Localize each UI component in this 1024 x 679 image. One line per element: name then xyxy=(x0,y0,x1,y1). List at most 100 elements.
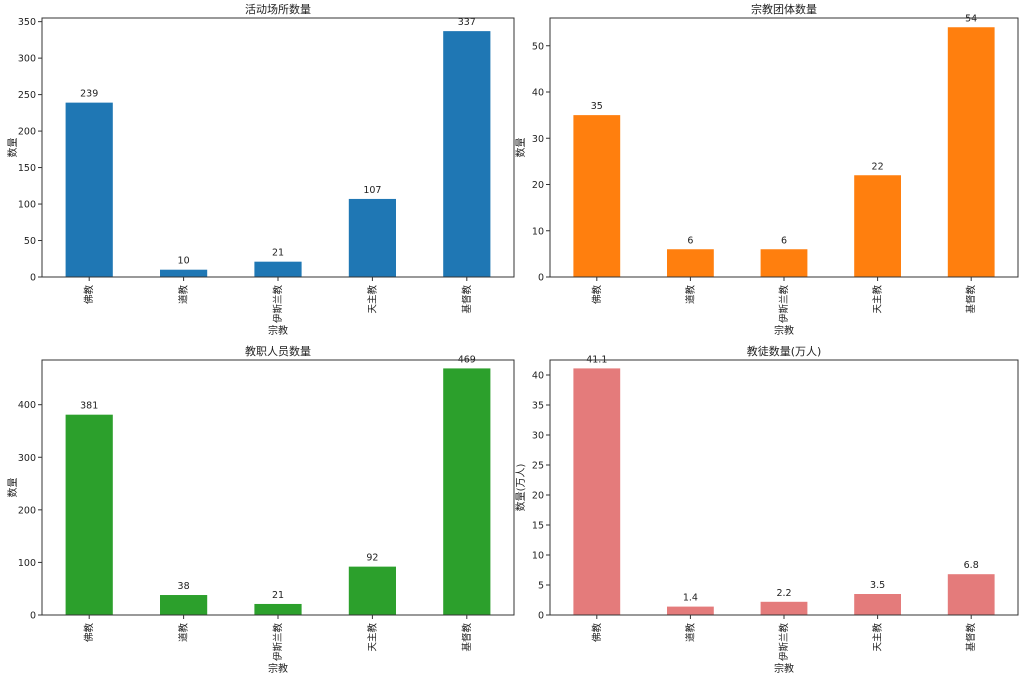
bar-4 xyxy=(854,175,901,277)
x-tick-label: 天主教 xyxy=(366,623,378,652)
chart-title: 教徒数量(万人) xyxy=(747,344,822,358)
plot-frame xyxy=(41,359,515,616)
plot-frame xyxy=(549,359,1019,616)
y-axis-label: 数量 xyxy=(514,138,527,158)
y-tick-label: 0 xyxy=(30,273,36,284)
bar-5 xyxy=(947,574,995,615)
bar-4 xyxy=(348,198,396,277)
bar-3 xyxy=(760,249,808,277)
y-tick-label: 10 xyxy=(532,551,544,562)
x-tick-label: 道教 xyxy=(178,285,190,305)
x-tick-label: 佛教 xyxy=(591,623,603,643)
bar-4 xyxy=(348,566,396,615)
y-tick-label: 300 xyxy=(18,54,36,65)
x-tick-label: 伊斯兰教 xyxy=(272,623,284,662)
data-label: 6 xyxy=(687,235,693,246)
y-tick-label: 100 xyxy=(18,200,36,211)
y-tick-label: 40 xyxy=(532,371,544,382)
data-label: 107 xyxy=(363,185,381,196)
x-tick-label: 天主教 xyxy=(872,623,884,652)
x-tick-label: 伊斯兰教 xyxy=(778,285,790,324)
x-axis-label: 宗教 xyxy=(774,662,794,675)
y-tick-label: 20 xyxy=(532,180,544,191)
data-label: 239 xyxy=(80,89,98,100)
y-tick-label: 0 xyxy=(538,273,544,284)
chart-panel-1: 活动场所数量 0 50 100 150 200 250 300 350 239 佛教 10 道教 21 伊斯… xyxy=(6,2,515,337)
bar-2 xyxy=(667,249,714,277)
bar-2 xyxy=(160,269,208,277)
y-tick-label: 100 xyxy=(18,558,36,569)
data-label: 337 xyxy=(458,17,476,28)
y-tick-label: 40 xyxy=(532,88,544,99)
y-tick-label: 50 xyxy=(532,41,544,52)
bar-1 xyxy=(573,368,621,615)
y-tick-label: 200 xyxy=(18,505,36,516)
data-label: 21 xyxy=(272,248,284,259)
x-tick-label: 天主教 xyxy=(366,285,378,314)
y-tick-label: 300 xyxy=(18,453,36,464)
chart-title: 宗教团体数量 xyxy=(751,2,817,16)
data-label: 6.8 xyxy=(964,560,979,571)
y-tick-label: 250 xyxy=(18,90,36,101)
bar-3 xyxy=(254,603,302,615)
y-tick-label: 150 xyxy=(18,163,36,174)
x-tick-label: 佛教 xyxy=(83,623,95,643)
data-label: 35 xyxy=(591,101,603,112)
x-axis-label: 宗教 xyxy=(268,662,288,675)
y-axis-label: 数量(万人) xyxy=(514,464,527,512)
x-tick-label: 道教 xyxy=(684,623,696,643)
x-axis-label: 宗教 xyxy=(268,324,288,337)
bar-5 xyxy=(443,31,491,277)
y-tick-label: 400 xyxy=(18,400,36,411)
y-axis-label: 数量 xyxy=(6,478,19,498)
plot-frame xyxy=(41,17,515,278)
data-label: 1.4 xyxy=(683,593,698,604)
x-tick-label: 道教 xyxy=(684,285,696,305)
data-label: 381 xyxy=(80,401,98,412)
bar-3 xyxy=(254,261,302,277)
y-tick-label: 50 xyxy=(24,236,36,247)
y-axis-label: 数量 xyxy=(6,138,19,158)
chart-title: 教职人员数量 xyxy=(245,345,311,358)
data-label: 21 xyxy=(272,590,284,601)
data-label: 22 xyxy=(872,161,884,172)
bar-2 xyxy=(667,606,714,615)
x-tick-label: 伊斯兰教 xyxy=(272,285,284,324)
bar-4 xyxy=(854,594,901,615)
bar-3 xyxy=(760,601,808,615)
chart-panel-2: 宗教团体数量 0 10 20 30 40 50 35 佛教 6 道教 6 伊斯兰教 22 天主教 54 基督教宗… xyxy=(514,2,1019,337)
x-tick-label: 佛教 xyxy=(591,285,603,305)
x-tick-label: 佛教 xyxy=(83,285,95,305)
data-label: 3.5 xyxy=(870,580,885,591)
x-tick-label: 伊斯兰教 xyxy=(778,623,790,662)
y-tick-label: 20 xyxy=(532,491,544,502)
y-tick-label: 200 xyxy=(18,127,36,138)
x-tick-label: 天主教 xyxy=(872,285,884,314)
y-tick-label: 30 xyxy=(532,134,544,145)
data-label: 2.2 xyxy=(776,588,791,599)
data-label: 6 xyxy=(781,235,787,246)
y-tick-label: 35 xyxy=(532,401,544,412)
y-tick-label: 25 xyxy=(532,461,544,472)
bar-2 xyxy=(160,595,208,615)
bar-5 xyxy=(947,27,995,277)
x-tick-label: 基督教 xyxy=(965,285,977,314)
data-label: 10 xyxy=(178,256,190,267)
y-tick-label: 0 xyxy=(538,611,544,622)
data-label: 54 xyxy=(965,13,977,24)
x-tick-label: 基督教 xyxy=(461,623,473,652)
bar-1 xyxy=(573,115,621,277)
data-label: 38 xyxy=(178,581,190,592)
y-tick-label: 0 xyxy=(30,611,36,622)
bar-5 xyxy=(443,368,491,615)
y-tick-label: 350 xyxy=(18,17,36,28)
y-tick-label: 30 xyxy=(532,431,544,442)
y-tick-label: 10 xyxy=(532,226,544,237)
plot-frame xyxy=(549,17,1019,278)
chart-title: 活动场所数量 xyxy=(245,2,311,16)
x-tick-label: 道教 xyxy=(178,623,190,643)
x-axis-label: 宗教 xyxy=(774,324,794,337)
y-tick-label: 5 xyxy=(538,581,544,592)
